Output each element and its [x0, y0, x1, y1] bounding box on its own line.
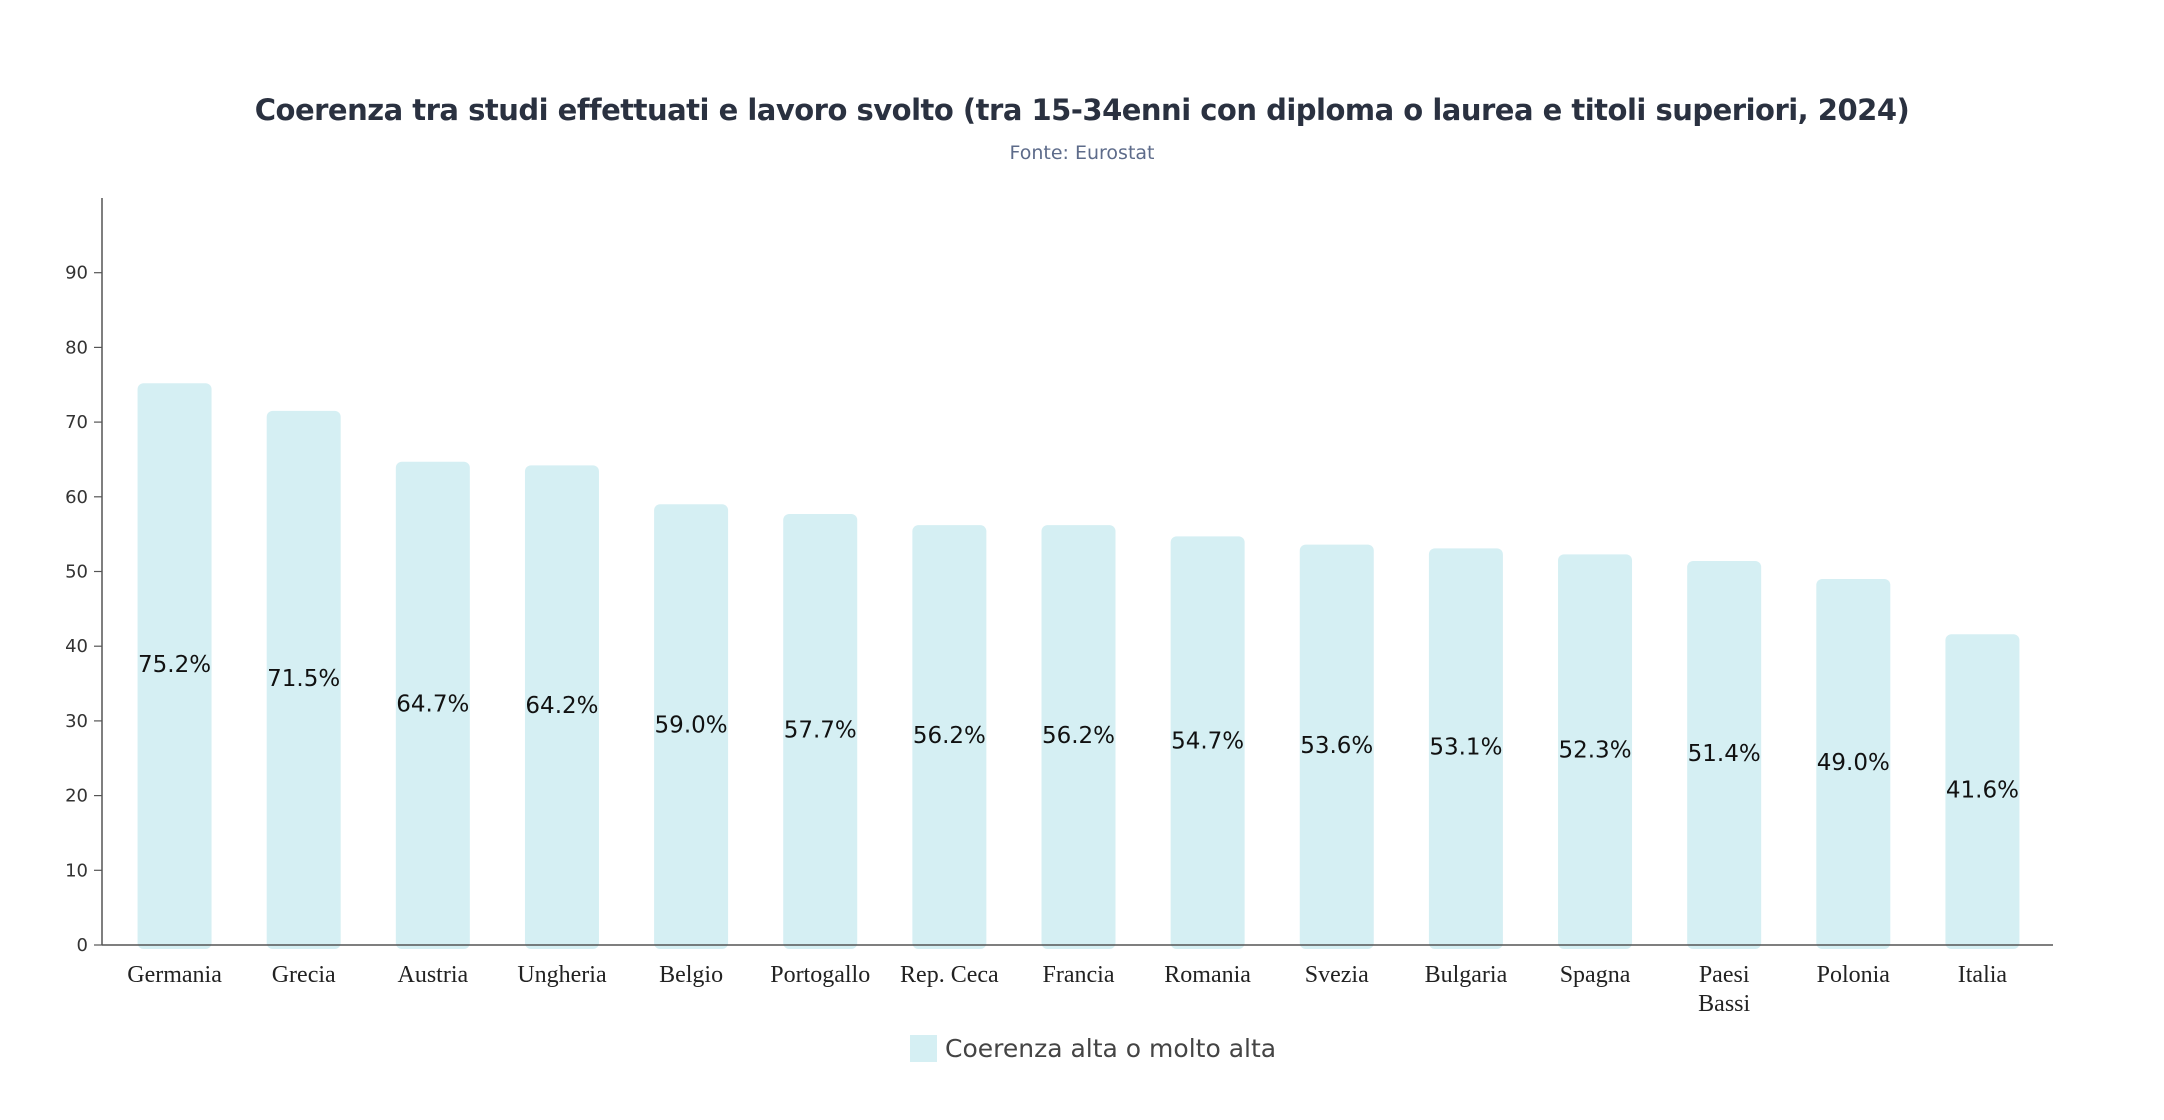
chart-title: Coerenza tra studi effettuati e lavoro s…	[254, 93, 1910, 127]
data-labels-group: 75.2% 71.5% 64.7% 64.2% 59.0% 57.7% 56.2% 56.2%…	[138, 652, 2019, 803]
bar	[1170, 536, 1245, 949]
bar-value-label: 75.2%	[138, 652, 211, 678]
x-tick-label: Germania	[127, 962, 222, 988]
x-tick-label: Romania	[1164, 962, 1251, 988]
bar-value-label: 54.7%	[1171, 729, 1244, 755]
x-tick-label: Rep. Ceca	[900, 962, 999, 988]
bar	[524, 465, 599, 949]
bar-value-label: 51.4%	[1688, 741, 1761, 767]
bars-group	[137, 383, 2020, 950]
legend-label: Coerenza alta o molto alta	[945, 1033, 1277, 1063]
legend-swatch	[910, 1034, 937, 1062]
bar-value-label: 56.2%	[913, 723, 986, 749]
x-tick-label: Paesi Bassi	[1698, 962, 1750, 1017]
bar	[137, 383, 212, 950]
x-tick-label: Ungheria	[517, 962, 607, 988]
bar	[266, 410, 341, 949]
bar-value-label: 53.1%	[1429, 735, 1502, 761]
bar	[1816, 578, 1891, 949]
y-tick-label: 60	[65, 487, 88, 508]
chart-subtitle: Fonte: Eurostat	[1009, 142, 1155, 164]
bar-value-label: 41.6%	[1946, 778, 2019, 804]
y-tick-label: 50	[65, 562, 88, 583]
bar-value-label: 53.6%	[1300, 733, 1373, 759]
y-tick-label: 10	[65, 860, 88, 881]
y-tick-label: 30	[65, 711, 88, 732]
x-tick-label: Italia	[1958, 962, 2008, 988]
bar-value-label: 64.2%	[525, 693, 598, 719]
x-axis: Germania Grecia Austria Ungheria Belgio Porto…	[102, 944, 2053, 1017]
bar	[1299, 544, 1374, 949]
bar	[1687, 561, 1762, 949]
y-tick-label: 20	[65, 786, 88, 807]
x-tick-label: Francia	[1043, 962, 1115, 988]
x-tick-label: Belgio	[659, 962, 723, 988]
bar-value-label: 56.2%	[1042, 723, 1115, 749]
bar	[395, 461, 470, 949]
bar	[1428, 548, 1503, 949]
bar	[783, 513, 858, 949]
bar	[1041, 525, 1116, 949]
bar-value-label: 59.0%	[655, 713, 728, 739]
x-tick-label: Svezia	[1305, 962, 1369, 988]
y-axis: 0 10 20 30 40 50 60 70 80 90	[65, 198, 103, 956]
bar-value-label: 64.7%	[396, 691, 469, 717]
bar-value-label: 71.5%	[267, 666, 340, 692]
x-tick-label: Grecia	[272, 962, 336, 988]
x-tick-label: Bulgaria	[1425, 962, 1508, 988]
y-tick-label: 0	[77, 935, 88, 956]
x-tick-label: Polonia	[1817, 962, 1891, 988]
bar-value-label: 49.0%	[1817, 750, 1890, 776]
legend: Coerenza alta o molto alta	[910, 1033, 1276, 1063]
x-tick-label: Austria	[398, 962, 469, 988]
y-tick-label: 80	[65, 337, 88, 358]
y-tick-label: 70	[65, 412, 88, 433]
x-tick-label: Spagna	[1560, 962, 1631, 988]
bar-value-label: 52.3%	[1558, 738, 1631, 764]
bar	[654, 504, 729, 949]
x-tick-label: Portogallo	[770, 962, 870, 988]
bar	[1945, 634, 2020, 949]
bar	[1558, 554, 1633, 949]
bar	[912, 525, 987, 949]
bar-value-label: 57.7%	[784, 717, 857, 743]
y-tick-label: 90	[65, 263, 88, 284]
y-tick-label: 40	[65, 636, 88, 657]
